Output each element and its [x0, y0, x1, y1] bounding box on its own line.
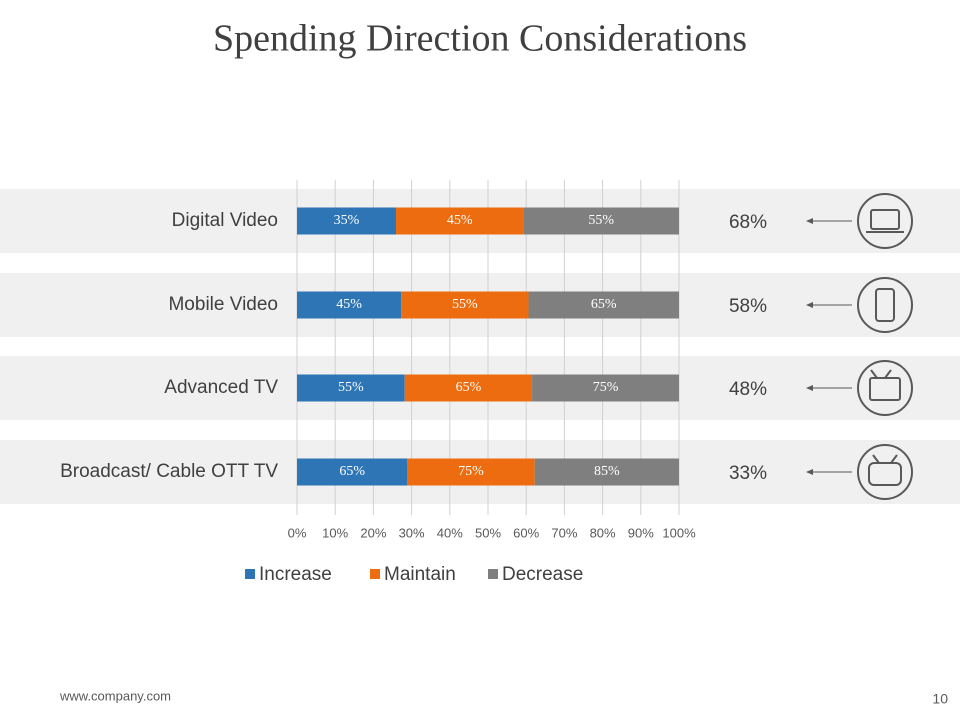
legend-swatch [488, 569, 498, 579]
data-label: 55% [588, 213, 614, 228]
tv-antenna [872, 454, 880, 464]
data-label: 55% [452, 297, 478, 312]
side-label: 68% [729, 212, 767, 233]
x-tick-label: 60% [513, 525, 539, 540]
legend-label: Increase [259, 564, 332, 585]
page-number: 10 [932, 691, 948, 707]
x-tick-label: 80% [590, 525, 616, 540]
data-label: 65% [456, 380, 482, 395]
category-label: Mobile Video [168, 294, 278, 315]
data-label: 75% [458, 464, 484, 479]
bar-segment [404, 374, 533, 402]
x-tick-label: 40% [437, 525, 463, 540]
data-label: 35% [334, 213, 360, 228]
data-label: 65% [339, 464, 365, 479]
bar-segment [523, 207, 679, 235]
footer-url: www.company.com [59, 688, 171, 703]
data-label: 65% [591, 297, 617, 312]
x-tick-label: 10% [322, 525, 348, 540]
category-label: Broadcast/ Cable OTT TV [60, 461, 278, 482]
bar-segment [297, 207, 397, 235]
laptop-icon [870, 209, 900, 230]
data-label: 75% [593, 380, 619, 395]
legend-swatch [370, 569, 380, 579]
icon-circle [857, 360, 913, 416]
x-tick-label: 90% [628, 525, 654, 540]
side-label: 58% [729, 296, 767, 317]
x-tick-label: 20% [360, 525, 386, 540]
x-tick-label: 30% [399, 525, 425, 540]
arrow-head [806, 302, 813, 308]
x-tick-label: 50% [475, 525, 501, 540]
x-tick-label: 0% [288, 525, 307, 540]
tv-antenna [890, 454, 898, 464]
bar-segment [528, 291, 679, 319]
bar-segment [532, 374, 679, 402]
data-label: 45% [447, 213, 473, 228]
data-label: 55% [338, 380, 364, 395]
x-tick-label: 100% [662, 525, 696, 540]
data-label: 85% [594, 464, 620, 479]
icon-circle [857, 277, 913, 333]
legend-label: Decrease [502, 564, 583, 585]
category-label: Advanced TV [164, 377, 278, 398]
arrow-head [806, 385, 813, 391]
bar-segment [534, 458, 679, 486]
arrow-head [806, 218, 813, 224]
category-label: Digital Video [172, 210, 278, 231]
tv-antenna [870, 369, 878, 379]
x-tick-label: 70% [551, 525, 577, 540]
icon-circle [857, 193, 913, 249]
side-label: 48% [729, 379, 767, 400]
bar-segment [407, 458, 535, 486]
legend-label: Maintain [384, 564, 456, 585]
bar-segment [401, 291, 529, 319]
arrow-head [806, 469, 813, 475]
icons [857, 193, 913, 500]
legend-swatch [245, 569, 255, 579]
tv-icon [868, 462, 902, 486]
bar-segment [297, 374, 405, 402]
icon-circle [857, 444, 913, 500]
bar-segment [297, 291, 402, 319]
side-label: 33% [729, 463, 767, 484]
phone-icon [875, 288, 895, 322]
chart-title: Spending Direction Considerations [213, 18, 747, 60]
tv-antenna [884, 369, 892, 379]
bar-segment [396, 207, 524, 235]
bar-segment [297, 458, 408, 486]
data-label: 45% [336, 297, 362, 312]
